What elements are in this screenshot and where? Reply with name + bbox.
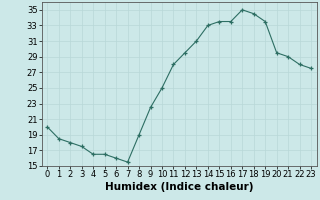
X-axis label: Humidex (Indice chaleur): Humidex (Indice chaleur) bbox=[105, 182, 253, 192]
